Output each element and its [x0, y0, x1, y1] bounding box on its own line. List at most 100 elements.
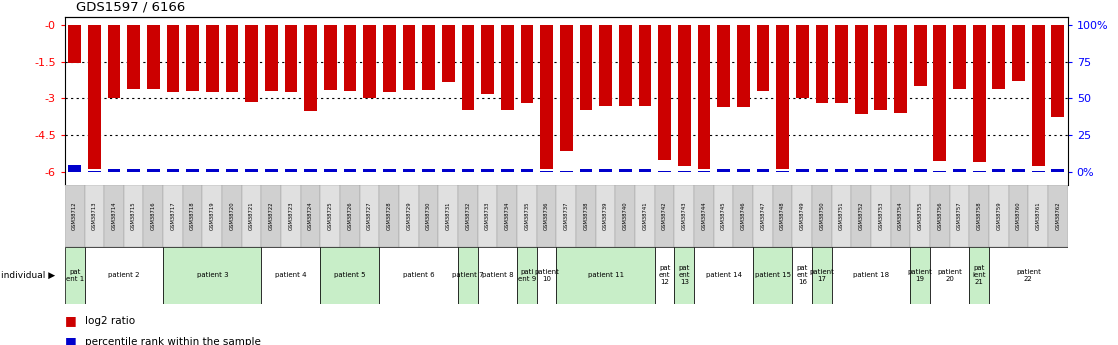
- Bar: [477, 185, 498, 247]
- Bar: [226, 24, 238, 92]
- Text: patient 5: patient 5: [334, 272, 366, 278]
- Bar: [757, 24, 769, 91]
- Text: log2 ratio: log2 ratio: [85, 316, 135, 326]
- Bar: [1008, 185, 1029, 247]
- Bar: [930, 185, 949, 247]
- Bar: [619, 169, 632, 172]
- Text: GSM38714: GSM38714: [112, 201, 116, 230]
- Bar: [127, 169, 140, 172]
- Bar: [934, 24, 946, 161]
- Bar: [360, 185, 379, 247]
- Bar: [163, 185, 183, 247]
- Text: GSM38745: GSM38745: [721, 201, 726, 230]
- Bar: [910, 185, 930, 247]
- Text: pat
ent
12: pat ent 12: [659, 265, 671, 285]
- Bar: [540, 171, 553, 172]
- Bar: [930, 247, 969, 304]
- Bar: [812, 185, 832, 247]
- Bar: [599, 24, 612, 106]
- Text: patient 4: patient 4: [275, 272, 306, 278]
- Bar: [560, 171, 572, 172]
- Text: GSM38756: GSM38756: [937, 201, 942, 230]
- Bar: [638, 169, 652, 172]
- Text: GSM38750: GSM38750: [819, 201, 824, 230]
- Bar: [579, 24, 593, 109]
- Bar: [737, 24, 750, 107]
- Bar: [423, 169, 435, 172]
- Bar: [442, 24, 455, 82]
- Bar: [855, 169, 868, 172]
- Bar: [442, 169, 455, 172]
- Bar: [458, 185, 477, 247]
- Text: GSM38735: GSM38735: [524, 201, 530, 230]
- Text: GSM38760: GSM38760: [1016, 201, 1021, 230]
- Bar: [324, 24, 337, 90]
- Bar: [659, 24, 671, 160]
- Bar: [832, 247, 910, 304]
- Bar: [1032, 24, 1044, 166]
- Bar: [183, 185, 202, 247]
- Bar: [206, 169, 219, 172]
- Text: GSM38723: GSM38723: [288, 201, 294, 230]
- Bar: [993, 169, 1005, 172]
- Text: GSM38737: GSM38737: [563, 201, 569, 230]
- Bar: [678, 24, 691, 166]
- Bar: [537, 247, 557, 304]
- Bar: [262, 247, 321, 304]
- Text: patient 8: patient 8: [482, 272, 513, 278]
- Text: GSM38757: GSM38757: [957, 201, 963, 230]
- Bar: [855, 24, 868, 115]
- Bar: [674, 185, 694, 247]
- Text: GSM38730: GSM38730: [426, 201, 432, 230]
- Bar: [754, 247, 793, 304]
- Bar: [796, 24, 808, 98]
- Text: patient 14: patient 14: [705, 272, 741, 278]
- Text: GSM38722: GSM38722: [268, 201, 274, 230]
- Text: GSM38720: GSM38720: [229, 201, 235, 230]
- Bar: [501, 24, 513, 109]
- Text: GSM38755: GSM38755: [918, 201, 922, 230]
- Text: GSM38759: GSM38759: [996, 201, 1002, 230]
- Text: GSM38727: GSM38727: [367, 201, 372, 230]
- Bar: [776, 24, 789, 169]
- Bar: [340, 185, 360, 247]
- Bar: [812, 247, 832, 304]
- Bar: [891, 185, 910, 247]
- Bar: [382, 24, 396, 92]
- Text: pat
ent
16: pat ent 16: [796, 265, 808, 285]
- Bar: [717, 169, 730, 172]
- Bar: [815, 24, 828, 104]
- Bar: [874, 169, 888, 172]
- Bar: [462, 24, 474, 109]
- Bar: [835, 24, 847, 104]
- Bar: [127, 24, 140, 89]
- Text: GSM38734: GSM38734: [504, 201, 510, 230]
- Text: GSM38718: GSM38718: [190, 201, 196, 230]
- Bar: [265, 24, 277, 91]
- Bar: [226, 169, 238, 172]
- Text: GSM38741: GSM38741: [643, 201, 647, 230]
- Bar: [399, 185, 419, 247]
- Bar: [167, 169, 179, 172]
- Bar: [301, 185, 321, 247]
- Bar: [498, 185, 518, 247]
- Bar: [458, 247, 477, 304]
- Text: patient 11: patient 11: [588, 272, 624, 278]
- Bar: [343, 169, 357, 172]
- Bar: [989, 185, 1008, 247]
- Text: patient 3: patient 3: [197, 272, 228, 278]
- Text: GSM38744: GSM38744: [701, 201, 707, 230]
- Bar: [733, 185, 754, 247]
- Text: GSM38746: GSM38746: [741, 201, 746, 230]
- Bar: [262, 185, 281, 247]
- Bar: [615, 185, 635, 247]
- Bar: [989, 247, 1068, 304]
- Text: GSM38749: GSM38749: [799, 201, 805, 230]
- Text: GSM38719: GSM38719: [210, 201, 215, 230]
- Bar: [576, 185, 596, 247]
- Bar: [402, 169, 416, 172]
- Bar: [521, 169, 533, 172]
- Text: individual ▶: individual ▶: [1, 270, 55, 280]
- Text: GSM38725: GSM38725: [328, 201, 333, 230]
- Text: GSM38761: GSM38761: [1035, 201, 1041, 230]
